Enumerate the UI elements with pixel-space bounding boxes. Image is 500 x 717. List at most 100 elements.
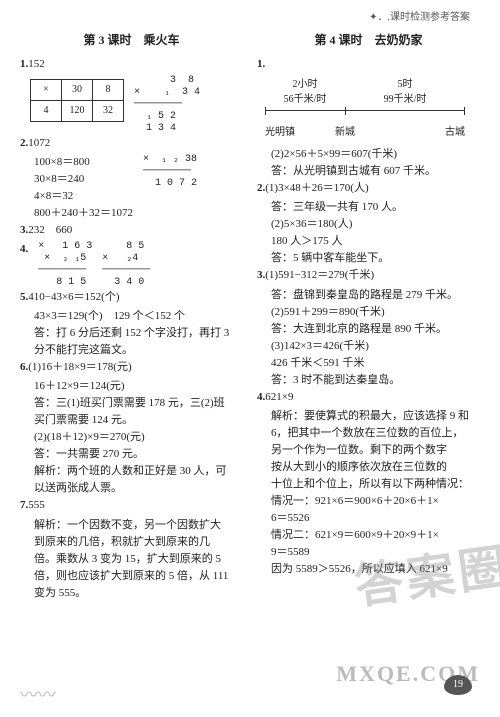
q1-work: × 30 8 4 120 32 3 8 × ₁ 3 4 ──────── ₁ 5… <box>20 75 243 135</box>
q7-l2: 倍。乘数从 3 变为 15，扩大到原来的 5 <box>34 551 243 568</box>
rq4-l1: 6，把其中一个数放在三位数的百位上， <box>271 425 480 442</box>
q2-ans: 1072 <box>28 137 50 149</box>
q6-p2c: 解析：两个班的人数和正好是 30 人，可 <box>34 463 243 480</box>
q1-label: 1. <box>20 58 28 70</box>
d-top-left-h: 2小时 <box>265 77 345 93</box>
q4-vcalcA: × 1 6 3 × ₃ ₁5 ──────── 8 1 5 <box>38 241 92 289</box>
rq1-p2b: 答：从光明镇到古城有 607 千米。 <box>271 163 480 180</box>
q2: 2.1072 <box>20 135 243 152</box>
q6-p1d: 买门票需要 124 元。 <box>34 412 243 429</box>
q2-l3: 800＋240＋32＝1072 <box>34 205 133 222</box>
q5-l3: 答：打 6 分后还剩 152 个字没打，再打 3 <box>34 325 243 342</box>
mt-r2: 32 <box>93 100 124 121</box>
q7-ans: 555 <box>28 499 45 511</box>
rq2-label: 2. <box>257 182 265 194</box>
rq3-p3c: 答：3 时不能到达秦皇岛。 <box>271 372 480 389</box>
rq3-p1b: 答：盘锦到秦皇岛的路程是 279 千米。 <box>271 287 480 304</box>
rq3-label: 3. <box>257 269 265 281</box>
rq4-l3: 按从大到小的顺序依次放在三位数的 <box>271 459 480 476</box>
rq3: 3.(1)591−312＝279(千米) <box>257 267 480 284</box>
q7-l0: 解析：一个因数不变，另一个因数扩大 <box>34 517 243 534</box>
lesson-title-right: 第 4 课时 去奶奶家 <box>257 31 480 50</box>
d-top-right-h: 5时 <box>345 77 465 93</box>
distance-diagram: 2小时 56千米/时 5时 99千米/时 光明镇 新城 古城 <box>265 77 465 141</box>
rq4-l4: 十位上和个位上，所以有以下两种情况： <box>271 476 480 493</box>
rq2-p2b: 180 人＞175 人 <box>271 233 480 250</box>
vcalc1: 3 8 × ₁ 3 4 ──────── ₁ 5 2 1 3 4 <box>134 75 200 135</box>
q7-l4: 变为 555。 <box>34 585 243 602</box>
page-header: ✦．.课时检测参考答案 <box>0 0 500 27</box>
rq4-l0: 解析：要使算式的积最大，应该选择 9 和 <box>271 408 480 425</box>
page-number: 19 <box>444 675 472 695</box>
rq3-p1a: (1)591−312＝279(千米) <box>265 269 374 281</box>
vcalc2: × ₁ ₂ 38 ──────── 1 0 7 2 <box>143 154 197 190</box>
q2-work: 100×8＝800 30×8＝240 4×8＝32 800＋240＋32＝107… <box>20 154 243 222</box>
left-column: 第 3 课时 乘火车 1.152 × 30 8 4 120 32 3 8 × ₁… <box>20 27 243 602</box>
rq2: 2.(1)3×48＋26＝170(人) <box>257 180 480 197</box>
q5: 5.410−43×6＝152(个) <box>20 289 243 306</box>
d-top-left-s: 56千米/时 <box>265 92 345 108</box>
q6-p2a: (2)(18＋12)×9＝270(元) <box>34 429 243 446</box>
q4: 4. × 1 6 3 × ₃ ₁5 ──────── 8 1 5 8 5 × ₂… <box>20 241 243 289</box>
q5-l2: 43×3＝129(个) 129 个＜152 个 <box>34 308 243 325</box>
q5-l4: 分不能打完这篇文。 <box>34 342 243 359</box>
q7-l1: 到原来的几倍，积就扩大到原来的几 <box>34 534 243 551</box>
rq3-p2b: 答：大连到北京的路程是 890 千米。 <box>271 321 480 338</box>
q5-l1: 410−43×6＝152(个) <box>28 291 119 303</box>
rq1-label: 1. <box>257 56 480 73</box>
rq2-p1a: (1)3×48＋26＝170(人) <box>265 182 368 194</box>
q2-l2: 4×8＝32 <box>34 188 133 205</box>
q4-vcalcB: 8 5 × ₂4 ──────── 3 4 0 <box>102 241 150 289</box>
q7-label: 7. <box>20 499 28 511</box>
footer-decoration: 〰〰 <box>20 681 56 707</box>
d-b2: 新城 <box>305 125 385 141</box>
rq4-l8: 9＝5589 <box>271 544 480 561</box>
mult-table: × 30 8 4 120 32 <box>30 79 124 122</box>
rq2-p2a: (2)5×36＝180(人) <box>271 216 480 233</box>
rq1-p2a: (2)2×56＋5×99＝607(千米) <box>271 146 480 163</box>
rq4-l5: 情况一：921×6＝900×6＋20×6＋1× <box>271 493 480 510</box>
rq2-p1b: 答：三年级一共有 170 人。 <box>271 199 480 216</box>
q7-l3: 倍，则也应该扩大到原来的 5 倍，从 111 <box>34 568 243 585</box>
rq4-l9: 因为 5589＞5526，所以应填入 621×9 <box>271 561 480 578</box>
q1: 1.152 <box>20 56 243 73</box>
q6: 6.(1)16＋18×9＝178(元) <box>20 359 243 376</box>
q2-l0: 100×8＝800 <box>34 154 133 171</box>
rq2-p2c: 答：5 辆中客车能坐下。 <box>271 250 480 267</box>
mt-r1: 120 <box>62 100 93 121</box>
mt-h2: 8 <box>93 79 124 100</box>
mt-r0: 4 <box>31 100 62 121</box>
d-top-right-s: 99千米/时 <box>345 92 465 108</box>
mt-h0: × <box>31 79 62 100</box>
q5-label: 5. <box>20 291 28 303</box>
q2-l1: 30×8＝240 <box>34 171 133 188</box>
q3-ans: 232 660 <box>28 224 72 236</box>
rq4-l7: 情况二：621×9＝600×9＋20×9＋1× <box>271 527 480 544</box>
d-b1: 光明镇 <box>265 125 305 141</box>
rq4-ans: 621×9 <box>265 391 293 403</box>
q6-p1c: 答：三(1)班买门票需要 178 元，三(2)班 <box>34 395 243 412</box>
q1-ans: 152 <box>28 58 45 70</box>
rq4-l2: 另一个作为一位数。剩下的两个数字 <box>271 442 480 459</box>
lesson-title-left: 第 3 课时 乘火车 <box>20 31 243 50</box>
q6-label: 6. <box>20 361 28 373</box>
q6-p1a: (1)16＋18×9＝178(元) <box>28 361 131 373</box>
q6-p1b: 16＋12×9＝124(元) <box>34 378 243 395</box>
rq3-p3b: 426 千米＜591 千米 <box>271 355 480 372</box>
rq4-label: 4. <box>257 391 265 403</box>
rq4: 4.621×9 <box>257 389 480 406</box>
rq3-p2a: (2)591＋299＝890(千米) <box>271 304 480 321</box>
right-column: 第 4 课时 去奶奶家 1. 2小时 56千米/时 5时 99千米/时 光明镇 <box>257 27 480 602</box>
q3: 3.232 660 <box>20 222 243 239</box>
q4-label: 4. <box>20 241 28 258</box>
rq3-p3a: (3)142×3＝426(千米) <box>271 338 480 355</box>
d-b3: 古城 <box>385 125 465 141</box>
rq4-l6: 6＝5526 <box>271 510 480 527</box>
q2-label: 2. <box>20 137 28 149</box>
q7: 7.555 <box>20 497 243 514</box>
q6-p2d: 以送两张成人票。 <box>34 480 243 497</box>
content-columns: 第 3 课时 乘火车 1.152 × 30 8 4 120 32 3 8 × ₁… <box>0 27 500 602</box>
mt-h1: 30 <box>62 79 93 100</box>
q3-label: 3. <box>20 224 28 236</box>
q6-p2b: 答：一共需要 270 元。 <box>34 446 243 463</box>
